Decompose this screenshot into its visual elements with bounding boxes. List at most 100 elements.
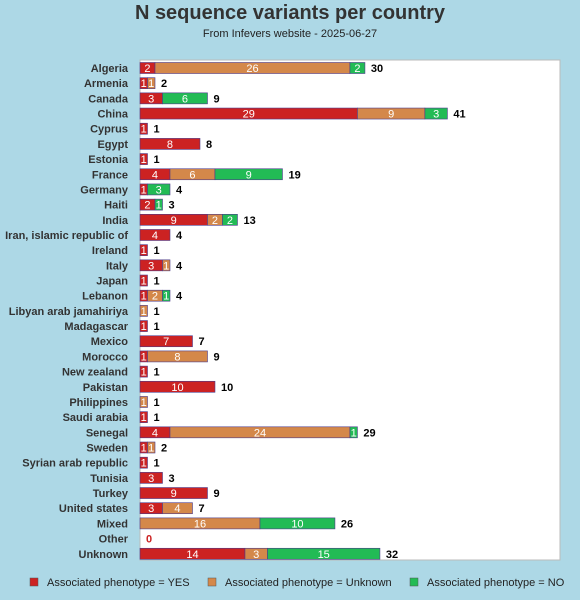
segment-label: 10 <box>291 518 303 530</box>
category-label: United states <box>59 503 128 515</box>
plot-area <box>139 59 561 561</box>
segment-label: 9 <box>171 488 177 500</box>
category-label: Armenia <box>84 78 129 90</box>
bar-segment <box>222 214 238 226</box>
total-label: 1 <box>153 245 159 257</box>
segment-label: 1 <box>141 276 147 288</box>
category-label: Lebanon <box>82 291 128 303</box>
segment-label: 3 <box>148 503 154 515</box>
bar-segment <box>424 107 448 120</box>
bar-segment <box>147 441 156 454</box>
bar-segment <box>139 396 148 408</box>
segment-label: 6 <box>182 93 188 105</box>
segment-label: 1 <box>141 306 147 318</box>
bar-segment <box>154 198 163 211</box>
category-label: Haiti <box>104 200 128 212</box>
segment-label: 15 <box>318 549 330 561</box>
segment-label: 1 <box>163 291 169 303</box>
bar-segment <box>139 411 148 423</box>
segment-label: 1 <box>156 200 162 212</box>
segment-label: 6 <box>189 169 195 181</box>
segment-label: 8 <box>174 351 180 363</box>
category-label: Mixed <box>97 518 128 530</box>
total-label: 26 <box>341 518 353 530</box>
category-label: Saudi arabia <box>63 412 129 424</box>
total-label: 32 <box>386 549 398 561</box>
total-label: 3 <box>168 200 174 212</box>
segment-label: 4 <box>174 503 180 515</box>
legend-swatch <box>29 577 39 587</box>
total-label: 2 <box>161 443 167 455</box>
segment-label: 1 <box>141 78 147 90</box>
chart-title: N sequence variants per country <box>134 2 446 24</box>
bar-segment <box>162 502 193 515</box>
bar-segment <box>139 244 148 256</box>
segment-label: 4 <box>152 427 158 439</box>
segment-label: 3 <box>148 473 154 485</box>
category-label: Sweden <box>86 443 128 455</box>
bar-segment <box>139 320 148 332</box>
legend-label: Associated phenotype = YES <box>47 577 190 589</box>
total-label: 3 <box>168 473 174 485</box>
segment-label: 3 <box>148 93 154 105</box>
segment-label: 1 <box>141 184 147 196</box>
category-label: Germany <box>80 184 129 196</box>
category-label: Canada <box>88 93 129 105</box>
segment-label: 1 <box>163 260 169 272</box>
total-label: 4 <box>176 260 183 272</box>
segment-label: 1 <box>141 443 147 455</box>
total-label: 10 <box>221 382 233 394</box>
total-label: 9 <box>213 351 219 363</box>
segment-label: 2 <box>354 63 360 75</box>
category-label: Algeria <box>91 63 129 75</box>
category-label: Italy <box>106 260 129 272</box>
segment-label: 8 <box>167 139 173 151</box>
segment-label: 1 <box>141 458 147 470</box>
bar-segment <box>349 426 358 439</box>
category-label: Libyan arab jamahiriya <box>9 306 129 318</box>
segment-label: 10 <box>171 382 183 394</box>
category-label: Mexico <box>91 336 129 348</box>
total-label: 4 <box>176 291 183 303</box>
segment-label: 1 <box>148 443 154 455</box>
total-label: 1 <box>153 458 159 470</box>
segment-label: 4 <box>152 230 158 242</box>
total-label: 13 <box>243 215 255 227</box>
segment-label: 2 <box>152 291 158 303</box>
total-label: 1 <box>153 397 159 409</box>
segment-label: 1 <box>141 245 147 257</box>
total-label: 29 <box>363 427 375 439</box>
category-label: China <box>97 109 128 121</box>
segment-label: 9 <box>171 215 177 227</box>
category-label: Japan <box>96 276 128 288</box>
bar-segment <box>147 183 171 196</box>
total-label: 41 <box>453 109 465 121</box>
bar-segment <box>214 168 283 181</box>
bar-segment <box>139 229 171 241</box>
category-label: Senegal <box>86 427 128 439</box>
segment-label: 1 <box>141 367 147 379</box>
category-label: Philippines <box>69 397 128 409</box>
total-label: 1 <box>153 276 159 288</box>
segment-label: 3 <box>253 549 259 561</box>
category-label: Ireland <box>92 245 128 257</box>
segment-label: 24 <box>254 427 266 439</box>
segment-label: 3 <box>433 109 439 121</box>
bar-segment <box>139 456 148 469</box>
legend-label: Associated phenotype = Unknown <box>225 577 392 589</box>
legend-label: Associated phenotype = NO <box>427 577 565 589</box>
segment-label: 2 <box>144 200 150 212</box>
total-label: 7 <box>198 336 204 348</box>
bar-segment <box>147 77 156 89</box>
segment-label: 2 <box>144 63 150 75</box>
segment-label: 29 <box>243 109 255 121</box>
category-label: Egypt <box>97 139 128 151</box>
total-label: 8 <box>206 139 212 151</box>
segment-label: 1 <box>141 351 147 363</box>
bar-segment <box>162 92 208 105</box>
total-label: 1 <box>153 367 159 379</box>
total-label: 9 <box>213 93 219 105</box>
bar-segment <box>139 487 208 499</box>
bar-segment <box>162 259 171 272</box>
